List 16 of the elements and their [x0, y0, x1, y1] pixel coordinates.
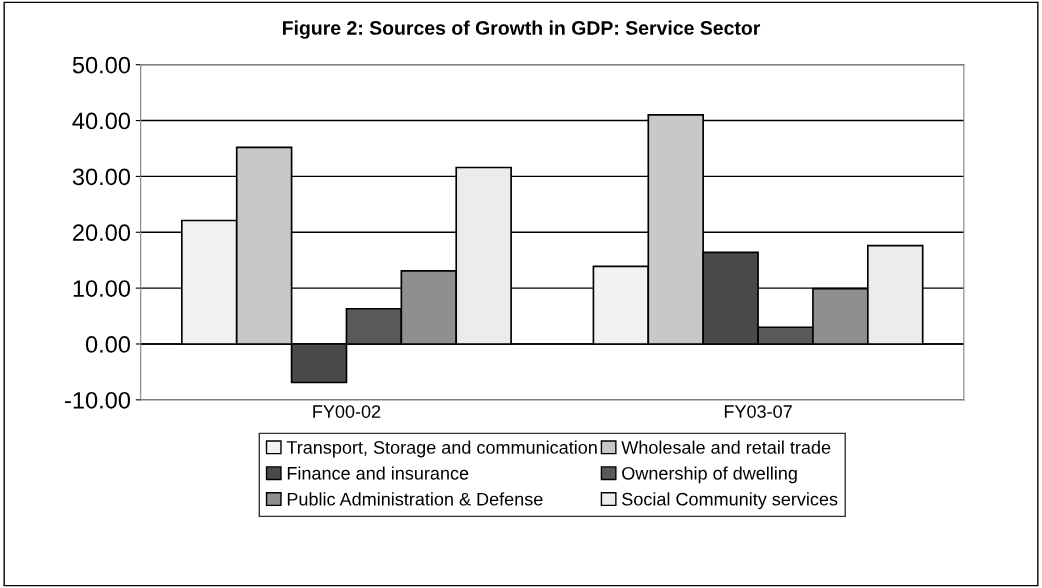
- y-tick-label: 10.00: [73, 280, 131, 297]
- x-tick-label: FY03-07: [724, 405, 792, 418]
- legend-label: Social Community services: [622, 492, 838, 510]
- y-tick-label: 40.00: [72, 112, 131, 130]
- y-tick-label: 20.00: [73, 224, 131, 242]
- legend-label: Public Administration & Defense: [287, 492, 543, 506]
- legend-label: Wholesale and retail trade: [621, 440, 831, 454]
- y-tick-label: 0.00: [85, 336, 131, 353]
- y-tick-label: -10.00: [65, 391, 131, 409]
- legend-label: Transport, Storage and communication: [286, 440, 597, 458]
- x-tick-label: FY00-02: [313, 405, 381, 418]
- y-tick-label: 30.00: [72, 168, 131, 186]
- legend-label: Finance and insurance: [287, 466, 469, 480]
- y-tick-label: 50.00: [72, 56, 131, 74]
- legend-label: Ownership of dwelling: [622, 466, 797, 484]
- chart-title: Figure 2: Sources of Growth in GDP: Service Sector: [282, 20, 761, 39]
